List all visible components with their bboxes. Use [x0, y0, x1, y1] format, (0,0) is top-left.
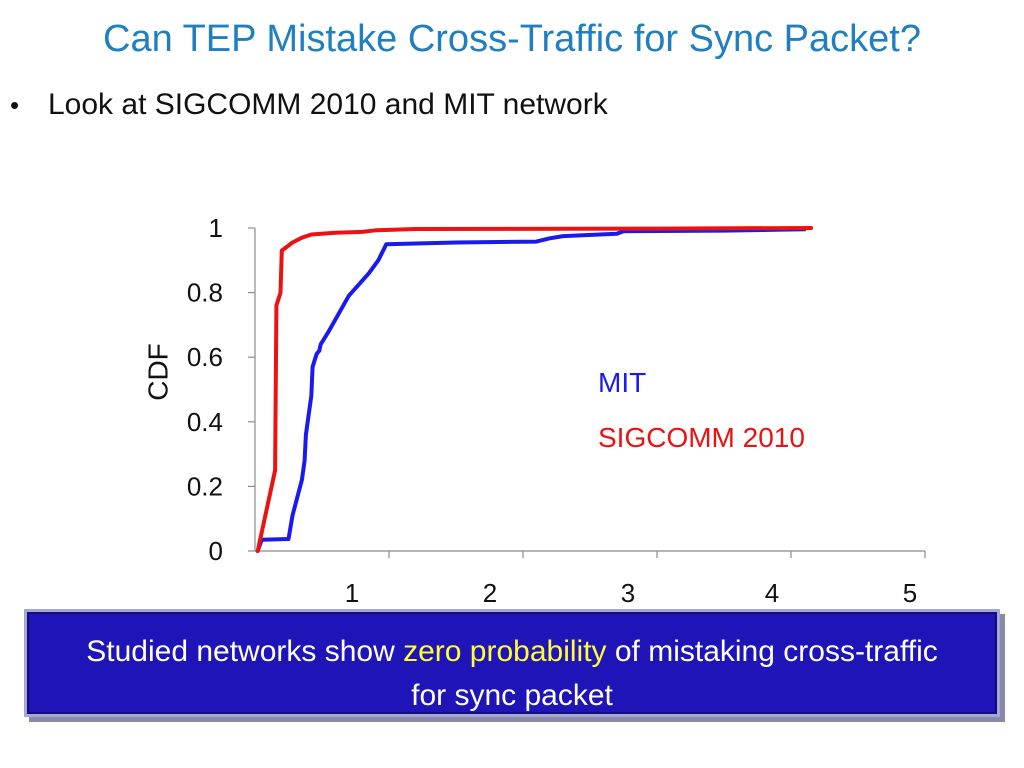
- y-tick-label: 0.6: [187, 342, 223, 372]
- series-line-mit: [255, 227, 807, 553]
- x-tick-label: 2: [483, 578, 497, 608]
- slide-title: Can TEP Mistake Cross-Traffic for Sync P…: [103, 18, 921, 60]
- legend-label-mit: MIT: [598, 367, 646, 398]
- y-tick-label: 0.4: [187, 407, 223, 437]
- y-tick-label: 1: [209, 213, 223, 243]
- bullet-item: • Look at SIGCOMM 2010 and MIT network: [10, 88, 608, 122]
- series-line-sigcomm-2010: [255, 226, 814, 553]
- y-tick-label: 0.2: [187, 471, 223, 501]
- conclusion-banner: Studied networks show zero probability o…: [24, 609, 1000, 717]
- x-tick-label: 4: [765, 578, 779, 608]
- banner-highlight: zero probability: [403, 635, 607, 668]
- x-tick-label: 3: [621, 578, 635, 608]
- y-axis-label: CDF: [142, 343, 173, 401]
- bullet-text: Look at SIGCOMM 2010 and MIT network: [48, 88, 608, 121]
- x-tick-label: 1: [345, 578, 359, 608]
- legend-label-sigcomm-2010: SIGCOMM 2010: [598, 422, 805, 453]
- bullet-marker: •: [10, 89, 20, 120]
- x-tick-label: 5: [903, 578, 917, 608]
- banner-text-before: Studied networks show: [86, 635, 404, 668]
- y-tick-label: 0.8: [187, 278, 223, 308]
- banner-text-after: of mistaking cross-traffic for sync pack…: [411, 635, 938, 712]
- y-tick-label: 0: [209, 536, 223, 566]
